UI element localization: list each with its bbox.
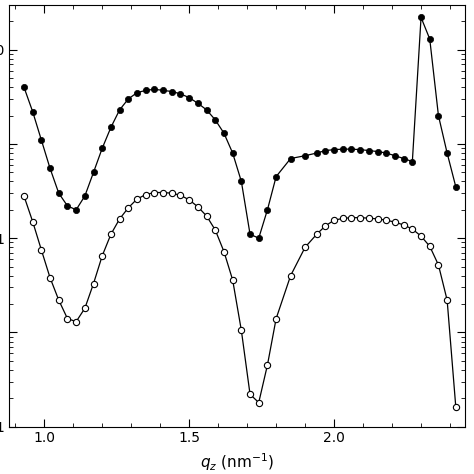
X-axis label: $q_z\ (\mathrm{nm}^{-1})$: $q_z\ (\mathrm{nm}^{-1})$ [200,451,274,473]
